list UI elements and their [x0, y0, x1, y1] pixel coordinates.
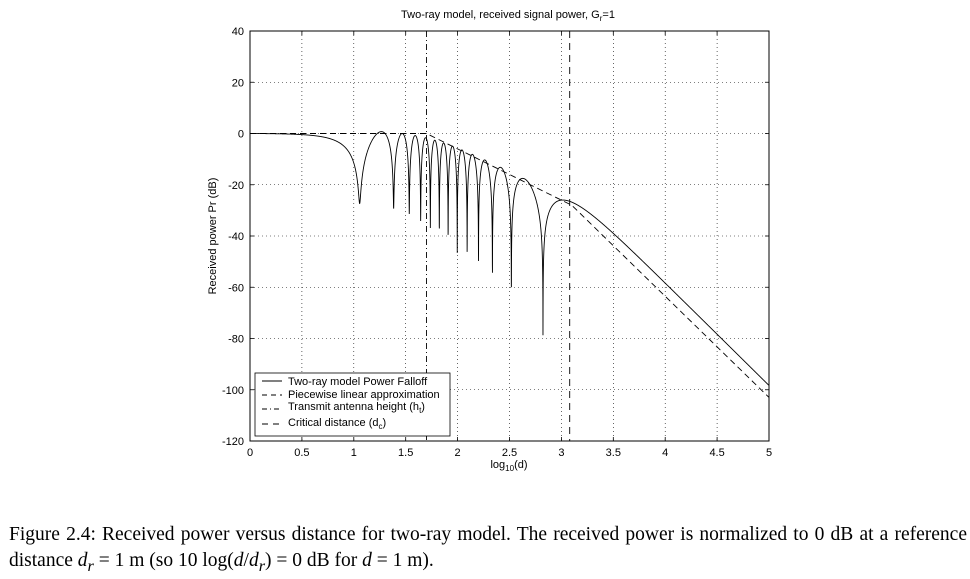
y-axis-ticks: -120 -100 -80 -60 -40 -20 0 20 40 — [222, 26, 769, 448]
caption-d-var: d — [362, 550, 372, 571]
y-tick-label: -80 — [228, 334, 244, 346]
x-tick-label: 1 — [351, 447, 357, 459]
legend-label-critical-distance: Critical distance (dc) — [288, 417, 386, 431]
piecewise-linear-line — [250, 133, 770, 398]
chart-title: Two-ray model, received signal power, Gr… — [401, 9, 615, 23]
figure-caption-text-1: Received power versus distance for two-r… — [9, 524, 967, 571]
y-tick-label: -120 — [222, 436, 244, 448]
x-tick-label: 2 — [455, 447, 461, 459]
y-tick-label: 40 — [232, 26, 244, 38]
figure-caption-text-3: ) = 0 dB for — [265, 550, 358, 571]
x-tick-label: 4 — [662, 447, 668, 459]
two-ray-chart: 0 0.5 1 1.5 2 2.5 3 3.5 4 4.5 5 -120-100-80-60-40-… — [207, 9, 772, 473]
x-tick-label: 2.5 — [502, 447, 517, 459]
legend-label-piecewise: Piecewise linear approximation — [288, 389, 440, 401]
caption-log-dr-sub: r — [258, 556, 266, 575]
caption-log-d: d — [233, 550, 244, 571]
x-tick-label: 3 — [558, 447, 564, 459]
two-ray-power-curve — [250, 131, 770, 386]
x-axis-ticks: 0 0.5 1 1.5 2 2.5 3 3.5 4 4.5 5 — [247, 31, 772, 459]
caption-sub-r: r — [87, 556, 94, 575]
figure-caption-label: Figure 2.4: — [9, 524, 96, 545]
grid-lines — [250, 31, 769, 441]
figure-caption: Figure 2.4: Received power versus distan… — [9, 522, 967, 579]
y-tick-label: 20 — [232, 77, 244, 89]
x-tick-label: 4.5 — [709, 447, 724, 459]
x-tick-label: 0.5 — [294, 447, 309, 459]
legend-label-two-ray: Two-ray model Power Falloff — [288, 376, 428, 388]
legend-label-antenna-height: Transmit antenna height (ht) — [288, 401, 425, 415]
y-axis-label: Received power Pr (dB) — [207, 178, 219, 295]
x-axis-label: log10(d) — [490, 459, 527, 473]
y-tick-label: -20 — [228, 180, 244, 192]
legend-box — [254, 372, 451, 437]
y-tick-label: 0 — [238, 129, 244, 141]
x-tick-label: 5 — [766, 447, 772, 459]
x-tick-label: 1.5 — [398, 447, 413, 459]
x-tick-label: 0 — [247, 447, 253, 459]
caption-log-slash: / — [243, 550, 249, 571]
figure-caption-text-2: = 1 m (so 10 log( — [98, 550, 234, 571]
caption-log-dr: d — [248, 550, 259, 571]
x-tick-label: 3.5 — [606, 447, 621, 459]
y-tick-label: -60 — [228, 282, 244, 294]
caption-var-d: d — [77, 550, 88, 571]
y-tick-label: -40 — [228, 231, 244, 243]
y-tick-label: -100 — [222, 385, 244, 397]
figure-caption-text-4: = 1 m). — [376, 550, 434, 571]
legend: Two-ray model Power Falloff Piecewise li… — [254, 372, 451, 437]
